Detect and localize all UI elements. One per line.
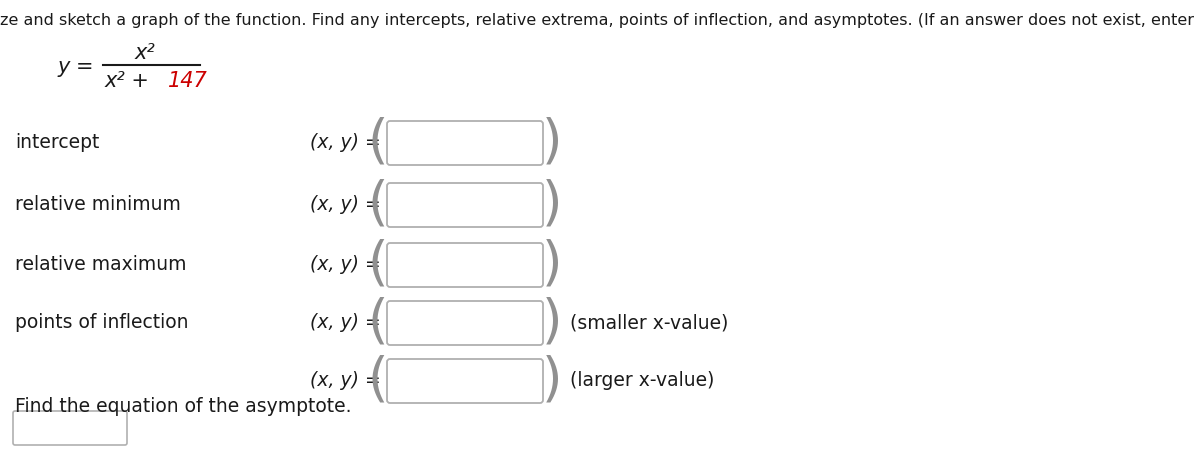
Text: ): ) xyxy=(541,355,563,407)
Text: Find the equation of the asymptote.: Find the equation of the asymptote. xyxy=(14,397,352,416)
Text: (: ( xyxy=(367,239,389,291)
Text: y =: y = xyxy=(58,57,95,77)
Text: intercept: intercept xyxy=(14,134,100,153)
Text: (: ( xyxy=(367,117,389,169)
FancyBboxPatch shape xyxy=(386,121,542,165)
Text: 147: 147 xyxy=(168,71,208,91)
Text: (x, y) =: (x, y) = xyxy=(310,313,380,333)
FancyBboxPatch shape xyxy=(13,411,127,445)
FancyBboxPatch shape xyxy=(386,359,542,403)
Text: ): ) xyxy=(541,179,563,231)
Text: ): ) xyxy=(541,297,563,349)
Text: (x, y) =: (x, y) = xyxy=(310,255,380,275)
Text: (: ( xyxy=(367,355,389,407)
Text: (x, y) =: (x, y) = xyxy=(310,371,380,390)
Text: (larger x-value): (larger x-value) xyxy=(570,371,714,390)
FancyBboxPatch shape xyxy=(386,183,542,227)
Text: (: ( xyxy=(367,297,389,349)
Text: Analyze and sketch a graph of the function. Find any intercepts, relative extrem: Analyze and sketch a graph of the functi… xyxy=(0,13,1200,28)
Text: (x, y) =: (x, y) = xyxy=(310,196,380,215)
Text: (: ( xyxy=(367,179,389,231)
FancyBboxPatch shape xyxy=(386,243,542,287)
Text: x²: x² xyxy=(134,43,155,63)
Text: relative minimum: relative minimum xyxy=(14,196,181,215)
Text: x² +: x² + xyxy=(106,71,156,91)
Text: ): ) xyxy=(541,117,563,169)
Text: points of inflection: points of inflection xyxy=(14,313,188,333)
FancyBboxPatch shape xyxy=(386,301,542,345)
Text: (smaller x-value): (smaller x-value) xyxy=(570,313,728,333)
Text: relative maximum: relative maximum xyxy=(14,255,186,275)
Text: ): ) xyxy=(541,239,563,291)
Text: (x, y) =: (x, y) = xyxy=(310,134,380,153)
